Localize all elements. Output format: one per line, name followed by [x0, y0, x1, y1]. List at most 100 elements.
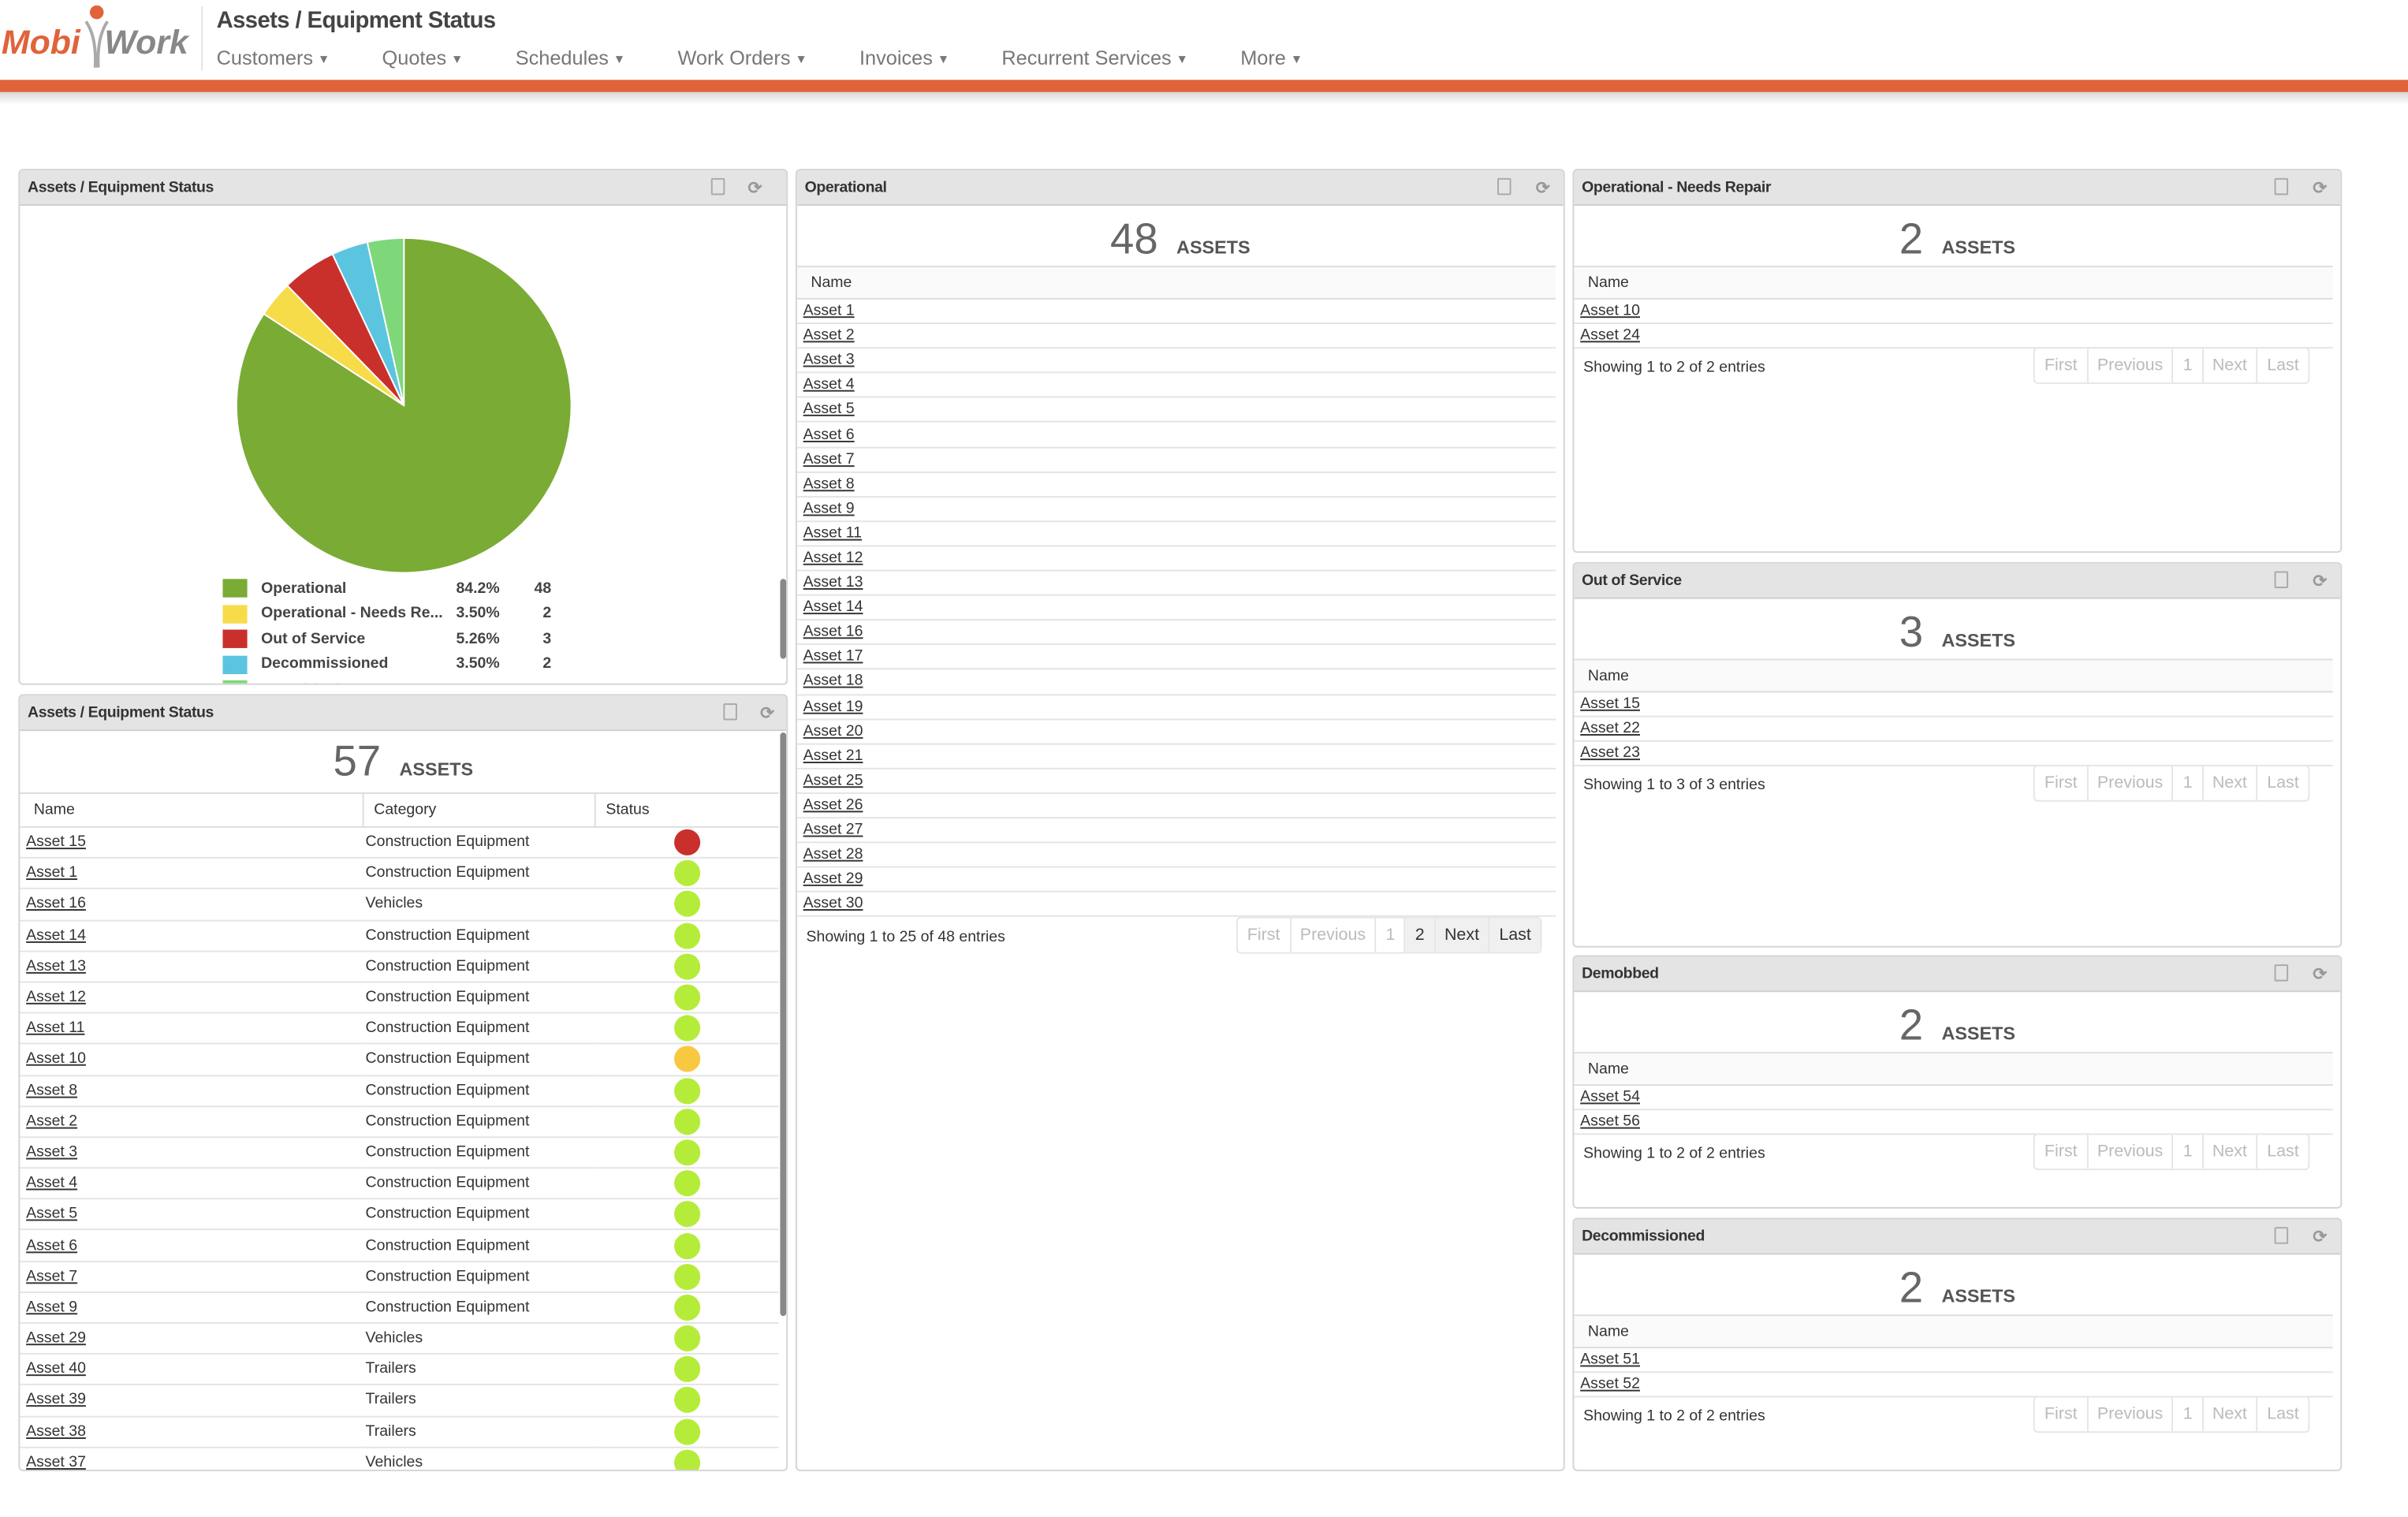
asset-link[interactable]: Asset 6: [803, 426, 855, 443]
asset-link[interactable]: Asset 21: [803, 747, 863, 765]
pager-page-1[interactable]: 1: [2174, 348, 2204, 383]
pager-first[interactable]: First: [1238, 917, 1292, 952]
pager-first[interactable]: First: [2035, 348, 2089, 383]
table-scrollbar[interactable]: [780, 732, 787, 1317]
asset-link[interactable]: Asset 19: [803, 698, 863, 715]
asset-link[interactable]: Asset 18: [803, 673, 863, 691]
asset-link[interactable]: Asset 2: [26, 1113, 78, 1131]
pager-page-1[interactable]: 1: [2174, 766, 2204, 801]
pager-last[interactable]: Last: [2267, 356, 2299, 375]
pager-previous[interactable]: Previous: [2088, 1135, 2174, 1169]
asset-link[interactable]: Asset 6: [26, 1236, 78, 1254]
asset-link[interactable]: Asset 38: [26, 1422, 86, 1441]
pager-page-2[interactable]: 2: [1406, 917, 1436, 952]
column-header-name[interactable]: Name: [1574, 1052, 2333, 1086]
export-icon[interactable]: [723, 703, 737, 725]
asset-link[interactable]: Asset 56: [1580, 1113, 1640, 1131]
pager-next[interactable]: Next: [2203, 1397, 2258, 1432]
asset-link[interactable]: Asset 24: [1580, 327, 1640, 345]
legend-item[interactable]: Out of Service 5.26% 3: [222, 627, 576, 652]
asset-link[interactable]: Asset 5: [803, 401, 855, 419]
asset-link[interactable]: Asset 30: [803, 896, 863, 913]
asset-link[interactable]: Asset 11: [803, 524, 862, 542]
legend-item[interactable]: Demobbed3.50%2: [222, 677, 576, 684]
refresh-icon[interactable]: ⟳: [1535, 179, 1550, 199]
export-icon[interactable]: [2274, 1227, 2289, 1248]
column-header-category[interactable]: Category: [362, 792, 595, 828]
legend-scrollbar[interactable]: [780, 579, 787, 659]
refresh-icon[interactable]: ⟳: [760, 704, 774, 724]
refresh-icon[interactable]: ⟳: [2313, 1228, 2327, 1247]
pager-previous[interactable]: Previous: [2088, 1397, 2174, 1432]
pager-last[interactable]: Last: [2267, 774, 2299, 793]
asset-link[interactable]: Asset 15: [1580, 695, 1640, 713]
refresh-icon[interactable]: ⟳: [2313, 572, 2327, 591]
column-header-name[interactable]: Name: [1574, 265, 2333, 300]
export-icon[interactable]: [2274, 177, 2289, 199]
asset-link[interactable]: Asset 10: [26, 1051, 86, 1068]
nav-work-orders[interactable]: Work Orders ▼: [677, 46, 807, 69]
pager-first[interactable]: First: [2035, 766, 2089, 801]
nav-more[interactable]: More ▼: [1240, 46, 1303, 69]
asset-link[interactable]: Asset 14: [803, 598, 863, 617]
pager-page-1[interactable]: 1: [1377, 917, 1407, 952]
asset-link[interactable]: Asset 2: [803, 327, 855, 345]
asset-link[interactable]: Asset 1: [803, 302, 855, 320]
asset-link[interactable]: Asset 28: [803, 846, 863, 863]
export-icon[interactable]: [1497, 177, 1512, 199]
pager-previous[interactable]: Previous: [2088, 766, 2174, 801]
column-header-name[interactable]: Name: [796, 265, 1556, 300]
asset-link[interactable]: Asset 29: [803, 870, 863, 889]
pie-slice-demobbed[interactable]: [366, 237, 405, 406]
pager-page-1[interactable]: 1: [2174, 1397, 2204, 1432]
pager-next[interactable]: Next: [1435, 917, 1490, 952]
asset-link[interactable]: Asset 26: [803, 796, 863, 814]
asset-link[interactable]: Asset 8: [803, 475, 855, 493]
nav-customers[interactable]: Customers ▼: [217, 46, 330, 69]
asset-link[interactable]: Asset 54: [1580, 1089, 1640, 1106]
nav-recurrent-services[interactable]: Recurrent Services ▼: [1001, 46, 1188, 69]
asset-link[interactable]: Asset 25: [803, 772, 863, 789]
pager-page-1[interactable]: 1: [2174, 1135, 2204, 1169]
asset-link[interactable]: Asset 40: [26, 1361, 86, 1378]
legend-item[interactable]: Operational - Needs Re... 3.50% 2: [222, 602, 576, 627]
asset-link[interactable]: Asset 16: [803, 624, 863, 641]
asset-link[interactable]: Asset 13: [26, 958, 86, 975]
pager-last[interactable]: Last: [2267, 1405, 2299, 1424]
asset-link[interactable]: Asset 20: [803, 722, 863, 740]
pager-last[interactable]: Last: [2267, 1142, 2299, 1161]
asset-link[interactable]: Asset 9: [26, 1299, 78, 1316]
asset-link[interactable]: Asset 16: [26, 896, 86, 913]
pager-previous[interactable]: Previous: [2088, 348, 2174, 383]
refresh-icon[interactable]: ⟳: [2313, 966, 2327, 985]
export-icon[interactable]: [2274, 964, 2289, 986]
pager-first[interactable]: First: [2035, 1135, 2089, 1169]
asset-link[interactable]: Asset 37: [26, 1454, 86, 1471]
export-icon[interactable]: [710, 177, 725, 199]
asset-link[interactable]: Asset 1: [26, 865, 78, 882]
pager-next[interactable]: Next: [2203, 348, 2258, 383]
asset-link[interactable]: Asset 4: [26, 1175, 78, 1192]
export-icon[interactable]: [2274, 571, 2289, 593]
asset-link[interactable]: Asset 8: [26, 1082, 78, 1099]
asset-link[interactable]: Asset 3: [26, 1143, 78, 1161]
asset-link[interactable]: Asset 4: [803, 376, 855, 394]
asset-link[interactable]: Asset 17: [803, 648, 863, 666]
pager-next[interactable]: Next: [2203, 766, 2258, 801]
asset-link[interactable]: Asset 3: [803, 352, 855, 369]
asset-link[interactable]: Asset 9: [803, 500, 855, 517]
asset-link[interactable]: Asset 12: [26, 989, 86, 1006]
column-header-status[interactable]: Status: [594, 792, 779, 828]
nav-quotes[interactable]: Quotes ▼: [382, 46, 464, 69]
refresh-icon[interactable]: ⟳: [2313, 179, 2327, 199]
mobiwork-logo[interactable]: Mobi Work: [0, 3, 193, 71]
asset-link[interactable]: Asset 22: [1580, 720, 1640, 738]
refresh-icon[interactable]: ⟳: [747, 179, 762, 199]
nav-invoices[interactable]: Invoices ▼: [859, 46, 949, 69]
legend-item[interactable]: Operational 84.2% 48: [222, 576, 576, 601]
asset-link[interactable]: Asset 13: [803, 574, 863, 592]
pager-previous[interactable]: Previous: [1291, 917, 1377, 952]
column-header-name[interactable]: Name: [1574, 1314, 2333, 1349]
nav-schedules[interactable]: Schedules ▼: [516, 46, 626, 69]
asset-link[interactable]: Asset 11: [26, 1019, 85, 1038]
